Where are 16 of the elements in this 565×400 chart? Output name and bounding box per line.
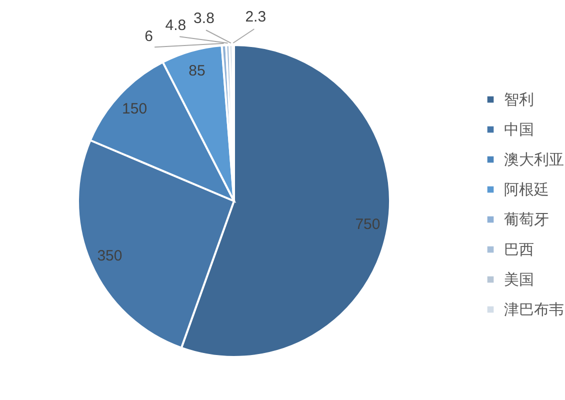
data-label: 3.8 <box>194 10 214 27</box>
legend-label: 巴西 <box>504 242 534 258</box>
legend-label: 澳大利亚 <box>504 152 564 168</box>
legend-label: 中国 <box>504 122 534 138</box>
legend-label: 津巴布韦 <box>504 302 564 318</box>
data-label: 85 <box>188 62 206 80</box>
data-label: 2.3 <box>245 8 266 26</box>
data-label: 150 <box>122 100 148 118</box>
legend-label: 智利 <box>504 92 534 108</box>
legend-label: 美国 <box>504 272 534 288</box>
legend-label: 葡萄牙 <box>504 212 549 228</box>
data-label: 750 <box>355 216 380 234</box>
data-label: 6 <box>144 28 154 46</box>
data-label: 350 <box>97 248 122 265</box>
legend-label: 阿根廷 <box>504 182 549 198</box>
data-label: 4.8 <box>165 16 186 34</box>
